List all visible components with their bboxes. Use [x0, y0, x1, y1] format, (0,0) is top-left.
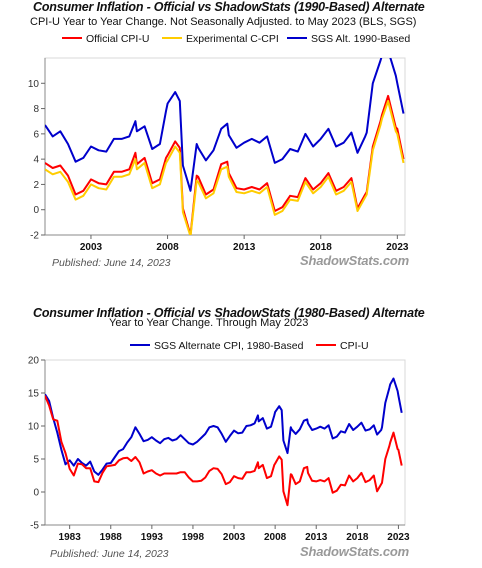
published-date: Published: June 14, 2023 — [50, 548, 169, 560]
x-tick-label: 2018 — [346, 532, 369, 543]
x-tick-label: 2013 — [233, 242, 256, 253]
chart-subtitle: CPI-U Year to Year Change. Not Seasonall… — [30, 16, 417, 28]
chart-legend: Official CPI-U Experimental C-CPI SGS Al… — [0, 33, 482, 47]
legend-label: SGS Alternate CPI, 1980-Based — [154, 340, 304, 352]
y-tick-label: 20 — [28, 356, 40, 367]
x-tick-label: 2023 — [387, 532, 410, 543]
y-tick-label: -5 — [30, 521, 39, 532]
y-tick-label: 5 — [33, 455, 39, 466]
legend-swatch — [62, 37, 82, 40]
series-line-cpi-u — [45, 395, 403, 507]
y-tick-label: 4 — [33, 155, 39, 166]
plot-area — [44, 57, 406, 236]
y-tick-label: 2 — [33, 180, 39, 191]
y-tick-label: 0 — [33, 488, 39, 499]
x-tick-label: 2013 — [305, 532, 328, 543]
x-tick-label: 2008 — [156, 242, 179, 253]
chart-panel-1990: Consumer Inflation - Official vs ShadowS… — [0, 0, 482, 275]
x-tick-label: 2023 — [386, 242, 409, 253]
legend-entry-cpi-u: CPI-U — [316, 340, 369, 352]
x-tick-label: 1983 — [59, 532, 82, 543]
x-tick-label: 1998 — [182, 532, 205, 543]
x-tick-label: 2003 — [223, 532, 246, 543]
chart-title: Consumer Inflation - Official vs ShadowS… — [33, 0, 425, 14]
series-line-official-cpi-u — [45, 94, 405, 235]
series-line-sgs-alt-1990-based — [45, 58, 405, 192]
brand-watermark: ShadowStats.com — [300, 544, 409, 559]
y-tick-label: 10 — [28, 79, 40, 90]
legend-label: SGS Alt. 1990-Based — [311, 33, 411, 45]
legend-swatch — [162, 37, 182, 40]
series-line-experimental-c-cpi — [45, 100, 405, 235]
y-tick-label: -2 — [30, 231, 39, 242]
legend-label: Official CPI-U — [86, 33, 150, 45]
legend-entry-official-cpi-u: Official CPI-U — [62, 33, 149, 45]
legend-entry-sgs-1980: SGS Alternate CPI, 1980-Based — [130, 340, 303, 352]
x-tick-label: 2018 — [310, 242, 333, 253]
y-tick-label: 15 — [28, 389, 40, 400]
series-line-sgs-alternate-cpi-1980-based — [45, 377, 403, 476]
x-tick-label: 2003 — [80, 242, 103, 253]
plot-area — [44, 359, 406, 526]
x-tick-label: 2008 — [264, 532, 287, 543]
published-date: Published: June 14, 2023 — [52, 257, 171, 269]
y-tick-label: 8 — [33, 104, 39, 115]
chart-title: Consumer Inflation - Official vs ShadowS… — [33, 306, 425, 320]
brand-watermark: ShadowStats.com — [300, 253, 409, 268]
legend-entry-sgs-1990: SGS Alt. 1990-Based — [287, 33, 410, 45]
x-tick-label: 1993 — [141, 532, 164, 543]
x-tick-label: 1988 — [100, 532, 123, 543]
chart-panel-1980: Consumer Inflation - Official vs ShadowS… — [0, 300, 482, 568]
legend-swatch — [316, 344, 336, 347]
y-tick-label: 0 — [33, 205, 39, 216]
chart-plot-1980: -5 0 5 10 15 20 1983 1988 1993 1998 2003 2008 2013 20… — [28, 356, 410, 544]
legend-label: Experimental C-CPI — [186, 33, 279, 45]
chart-legend: SGS Alternate CPI, 1980-Based CPI-U — [0, 340, 482, 354]
legend-swatch — [287, 37, 307, 40]
y-tick-label: 6 — [33, 129, 39, 140]
chart-plot-1990: -2 0 2 4 6 8 10 2003 2008 2013 2018 2023 — [28, 57, 409, 253]
legend-entry-experimental-c-cpi: Experimental C-CPI — [162, 33, 279, 45]
legend-swatch — [130, 344, 150, 347]
legend-label: CPI-U — [340, 340, 369, 352]
chart-subtitle: Year to Year Change. Through May 2023 — [109, 317, 309, 329]
y-tick-label: 10 — [28, 422, 40, 433]
